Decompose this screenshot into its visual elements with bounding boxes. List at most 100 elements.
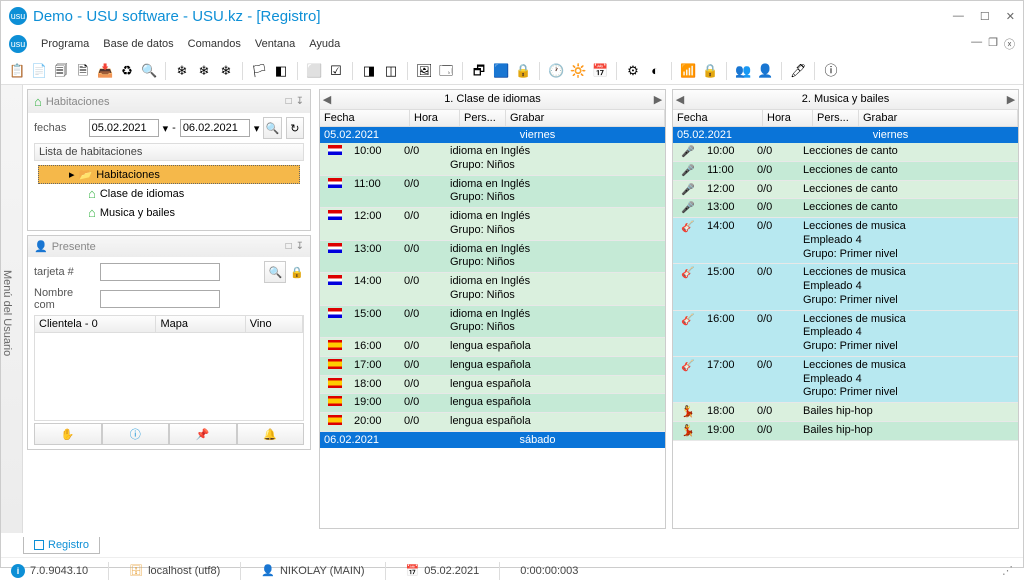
toolbar-button[interactable]: 📶 — [680, 63, 696, 79]
menu-programa[interactable]: Programa — [35, 36, 95, 52]
toolbar-button[interactable]: ◧ — [273, 63, 289, 79]
toolbar-button[interactable]: 🗐 — [53, 63, 69, 79]
tab-registro[interactable]: Registro — [23, 537, 100, 554]
schedule-row[interactable]: 🎸17:000/0Lecciones de musicaEmpleado 4Gr… — [673, 357, 1018, 403]
toolbar-button[interactable]: ⓘ — [823, 63, 839, 79]
toolbar-button[interactable]: ◐ — [647, 63, 663, 79]
schedule-row[interactable]: 🎤12:000/0Lecciones de canto — [673, 181, 1018, 200]
schedule-row[interactable]: 17:000/0lengua española — [320, 357, 665, 376]
search-client-button[interactable]: 🔍 — [264, 261, 286, 283]
toolbar-button[interactable]: 🔒 — [702, 63, 718, 79]
prev-arrow-icon[interactable]: ◀ — [320, 93, 334, 106]
schedule-row[interactable]: 11:000/0idioma en InglésGrupo: Niños — [320, 176, 665, 209]
date-refresh-button[interactable]: ↻ — [286, 117, 304, 139]
panel-collapse-icon[interactable]: ↧ — [296, 241, 304, 252]
schedule-row[interactable]: 20:000/0lengua española — [320, 413, 665, 432]
rooms-panel-title: Habitaciones — [46, 96, 282, 108]
toolbar-button[interactable]: 🖊 — [790, 63, 806, 79]
hand-button[interactable]: ✋ — [34, 423, 102, 445]
panel-pin-icon[interactable]: □ — [286, 96, 292, 107]
menu-ayuda[interactable]: Ayuda — [303, 36, 346, 52]
schedule-row[interactable]: 🎸16:000/0Lecciones de musicaEmpleado 4Gr… — [673, 311, 1018, 357]
microphone-icon: 🎤 — [681, 146, 695, 158]
schedule-row[interactable]: 10:000/0idioma en InglésGrupo: Niños — [320, 143, 665, 176]
card-input[interactable] — [100, 263, 220, 281]
date-from-input[interactable] — [89, 119, 159, 137]
pin-button[interactable]: 📌 — [169, 423, 237, 445]
schedule-row[interactable]: 🎸14:000/0Lecciones de musicaEmpleado 4Gr… — [673, 218, 1018, 264]
toolbar-button[interactable]: 📥 — [97, 63, 113, 79]
toolbar-button[interactable]: 🖼 — [416, 63, 432, 79]
info-button[interactable]: ⓘ — [102, 423, 170, 445]
toolbar-button[interactable]: 🔆 — [570, 63, 586, 79]
toolbar-button[interactable]: ☑ — [328, 63, 344, 79]
date-search-button[interactable]: 🔍 — [263, 117, 281, 139]
guitar-icon: 🎸 — [681, 267, 695, 279]
toolbar: 📋 📄 🗐 🗎 📥 ♻ 🔍 ❄ ❄ ❄ 🏳 ◧ ⬜ ☑ ◨ ◫ 🖼 🗔 🗗 🟦 🔒 🕐 🔆 📅 ⚙ ◐ 📶 🔒 👥 👤 🖊 ⓘ — [1, 57, 1023, 85]
toolbar-button[interactable]: 🏳 — [251, 63, 267, 79]
folder-icon: 📂 — [79, 168, 93, 181]
schedule-row[interactable]: 16:000/0lengua española — [320, 338, 665, 357]
toolbar-button[interactable]: 🟦 — [493, 63, 509, 79]
schedule-row[interactable]: 13:000/0idioma en InglésGrupo: Niños — [320, 241, 665, 274]
schedule1-header: Fecha Hora Pers... Grabar — [320, 110, 665, 127]
schedule-row[interactable]: 15:000/0idioma en InglésGrupo: Niños — [320, 306, 665, 339]
toolbar-button[interactable]: 🗗 — [471, 63, 487, 79]
schedule-row[interactable]: 19:000/0lengua española — [320, 394, 665, 413]
toolbar-button[interactable]: 🔍 — [141, 63, 157, 79]
next-arrow-icon[interactable]: ▶ — [1004, 93, 1018, 106]
toolbar-button[interactable]: 🗔 — [438, 63, 454, 79]
tree-root[interactable]: ▸📂 Habitaciones — [38, 165, 300, 184]
schedule-row[interactable]: 💃19:000/0Bailes hip-hop — [673, 422, 1018, 441]
menu-logo-icon[interactable]: usu — [9, 35, 27, 53]
toolbar-button[interactable]: 🔒 — [515, 63, 531, 79]
schedule-row[interactable]: 🎤13:000/0Lecciones de canto — [673, 199, 1018, 218]
mdi-minimize-icon[interactable]: — — [971, 36, 982, 52]
menu-ventana[interactable]: Ventana — [249, 36, 301, 52]
toolbar-button[interactable]: ◨ — [361, 63, 377, 79]
resize-grip-icon[interactable]: ⋰ — [1002, 564, 1013, 577]
toolbar-button[interactable]: ♻ — [119, 63, 135, 79]
minimize-button[interactable]: — — [953, 10, 964, 23]
tree-item-idiomas[interactable]: ⌂ Clase de idiomas — [38, 184, 300, 203]
prev-arrow-icon[interactable]: ◀ — [673, 93, 687, 106]
mdi-restore-icon[interactable]: ❐ — [988, 36, 998, 52]
toolbar-button[interactable]: ❄ — [218, 63, 234, 79]
toolbar-button[interactable]: ❄ — [174, 63, 190, 79]
tree-item-musica[interactable]: ⌂ Musica y bailes — [38, 203, 300, 222]
toolbar-button[interactable]: ⚙ — [625, 63, 641, 79]
menu-comandos[interactable]: Comandos — [182, 36, 247, 52]
schedule-row[interactable]: 🎤10:000/0Lecciones de canto — [673, 143, 1018, 162]
toolbar-button[interactable]: 👥 — [735, 63, 751, 79]
toolbar-button[interactable]: 📅 — [592, 63, 608, 79]
schedule-row[interactable]: 18:000/0lengua española — [320, 376, 665, 395]
toolbar-button[interactable]: 👤 — [757, 63, 773, 79]
toolbar-button[interactable]: ❄ — [196, 63, 212, 79]
panel-pin-icon[interactable]: □ — [286, 241, 292, 252]
schedule-row[interactable]: 12:000/0idioma en InglésGrupo: Niños — [320, 208, 665, 241]
toolbar-button[interactable]: 🕐 — [548, 63, 564, 79]
schedule-row[interactable]: 14:000/0idioma en InglésGrupo: Niños — [320, 273, 665, 306]
close-button[interactable]: ✕ — [1006, 10, 1015, 23]
menu-base-de-datos[interactable]: Base de datos — [97, 36, 179, 52]
rooms-panel: ⌂ Habitaciones □ ↧ fechas ▾ - ▾ 🔍 ↻ List… — [27, 89, 311, 231]
toolbar-button[interactable]: 🗎 — [75, 63, 91, 79]
maximize-button[interactable]: ☐ — [980, 10, 990, 23]
date-to-input[interactable] — [180, 119, 250, 137]
schedule-row[interactable]: 🎸15:000/0Lecciones de musicaEmpleado 4Gr… — [673, 264, 1018, 310]
app-logo-icon: usu — [9, 7, 27, 25]
toolbar-button[interactable]: ◫ — [383, 63, 399, 79]
toolbar-button[interactable]: 📄 — [31, 63, 47, 79]
user-menu-tab[interactable]: Menú del Usuario — [1, 85, 23, 533]
bell-button[interactable]: 🔔 — [237, 423, 305, 445]
toolbar-button[interactable]: ⬜ — [306, 63, 322, 79]
user-icon: 👤 — [261, 564, 275, 577]
panel-collapse-icon[interactable]: ↧ — [296, 96, 304, 107]
schedule-row[interactable]: 💃18:000/0Bailes hip-hop — [673, 403, 1018, 422]
next-arrow-icon[interactable]: ▶ — [651, 93, 665, 106]
mdi-close-icon[interactable]: ⓧ — [1004, 36, 1015, 52]
name-input[interactable] — [100, 290, 220, 308]
lock-icon[interactable]: 🔒 — [290, 266, 304, 279]
toolbar-button[interactable]: 📋 — [9, 63, 25, 79]
schedule-row[interactable]: 🎤11:000/0Lecciones de canto — [673, 162, 1018, 181]
